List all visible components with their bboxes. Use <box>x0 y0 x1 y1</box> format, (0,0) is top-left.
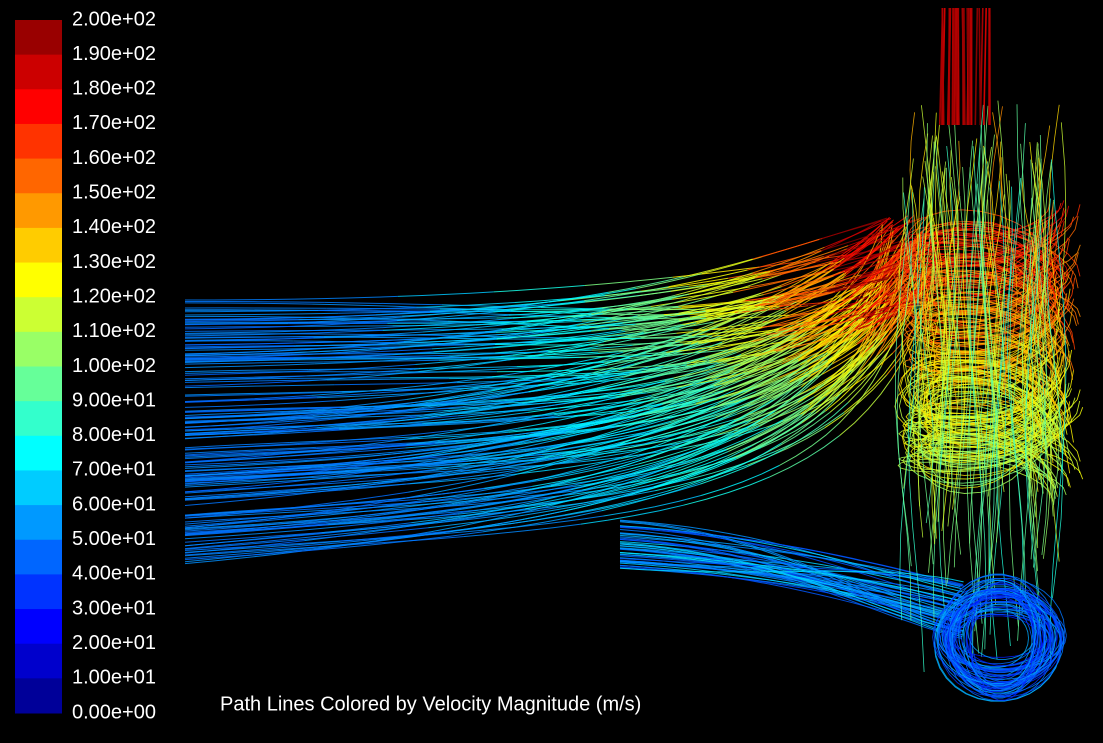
color-band <box>15 540 62 575</box>
color-band <box>15 436 62 471</box>
colorbar-label: 3.00e+01 <box>72 597 156 619</box>
color-band <box>15 124 62 159</box>
color-band <box>15 401 62 436</box>
color-band <box>15 20 62 55</box>
inlet-line <box>971 8 972 125</box>
colorbar-label: 1.40e+02 <box>72 216 156 238</box>
colorbar-label: 5.00e+01 <box>72 528 156 550</box>
color-band <box>15 228 62 263</box>
color-band <box>15 505 62 540</box>
pathline <box>185 337 324 338</box>
caption: Path Lines Colored by Velocity Magnitude… <box>220 693 641 715</box>
colorbar: 2.00e+02 1.90e+02 1.80e+02 1.70e+02 1.60e+02… <box>15 8 156 723</box>
color-band <box>15 609 62 644</box>
color-band <box>15 297 62 332</box>
pathline <box>495 345 589 346</box>
colorbar-label: 1.50e+02 <box>72 182 156 204</box>
color-band <box>15 263 62 298</box>
pathline <box>185 322 317 323</box>
color-band <box>15 644 62 679</box>
color-band <box>15 678 62 713</box>
color-band <box>15 55 62 90</box>
colorbar-label: 1.20e+02 <box>72 285 156 307</box>
colorbar-label: 1.80e+02 <box>72 78 156 100</box>
color-band <box>15 159 62 194</box>
pathline <box>185 341 293 342</box>
colorbar-label: 2.00e+02 <box>72 8 156 30</box>
colorbar-label: 8.00e+01 <box>72 424 156 446</box>
colorbar-label: 4.00e+01 <box>72 563 156 585</box>
colorbar-label: 0.00e+00 <box>72 701 156 723</box>
colorbar-label: 1.00e+02 <box>72 355 156 377</box>
color-band <box>15 367 62 402</box>
pathline <box>287 378 390 379</box>
colorbar-label: 2.00e+01 <box>72 632 156 654</box>
color-band <box>15 89 62 124</box>
color-band <box>15 193 62 228</box>
colorbar-label: 1.70e+02 <box>72 112 156 134</box>
colorbar-label: 1.30e+02 <box>72 251 156 273</box>
inlet-line <box>953 8 954 125</box>
colorbar-label: 1.90e+02 <box>72 43 156 65</box>
color-band <box>15 574 62 609</box>
colorbar-label: 7.00e+01 <box>72 459 156 481</box>
colorbar-label: 1.60e+02 <box>72 147 156 169</box>
color-band <box>15 332 62 367</box>
colorbar-label: 1.00e+01 <box>72 667 156 689</box>
colorbar-label: 9.00e+01 <box>72 389 156 411</box>
colorbar-label: 1.10e+02 <box>72 320 156 342</box>
pathline <box>318 311 430 312</box>
colorbar-label: 6.00e+01 <box>72 493 156 515</box>
color-band <box>15 470 62 505</box>
